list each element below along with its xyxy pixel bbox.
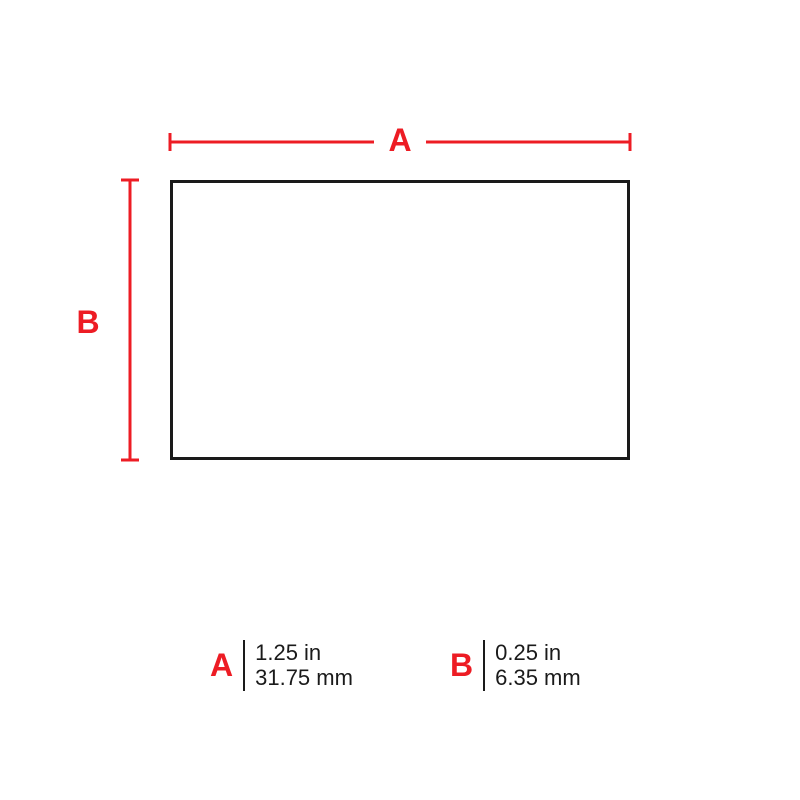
legend-entry-a: A 1.25 in 31.75 mm <box>210 640 353 691</box>
legend-values-a: 1.25 in 31.75 mm <box>245 640 353 691</box>
legend-letter-b: B <box>450 647 483 684</box>
dimension-label-a: A <box>380 122 420 159</box>
diagram-canvas: A B A 1.25 in 31.75 mm B 0.25 in 6.35 mm <box>0 0 800 800</box>
legend-b-mm: 6.35 mm <box>495 665 581 690</box>
legend-values-b: 0.25 in 6.35 mm <box>485 640 581 691</box>
legend-a-mm: 31.75 mm <box>255 665 353 690</box>
legend-b-inches: 0.25 in <box>495 640 581 665</box>
legend-a-inches: 1.25 in <box>255 640 353 665</box>
legend-entry-b: B 0.25 in 6.35 mm <box>450 640 581 691</box>
dimension-lines <box>0 0 800 800</box>
dimension-label-b: B <box>68 304 108 341</box>
legend-letter-a: A <box>210 647 243 684</box>
